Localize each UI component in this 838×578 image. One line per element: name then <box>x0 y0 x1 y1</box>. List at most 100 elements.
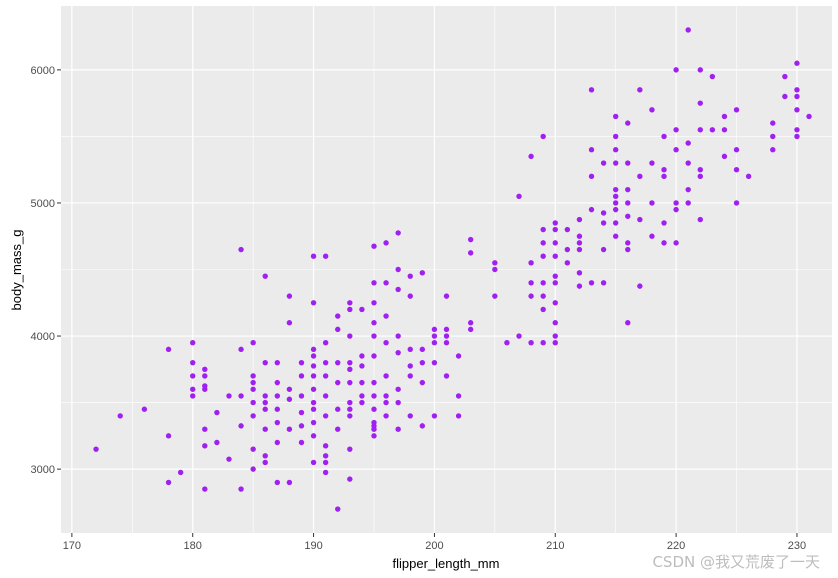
data-point <box>673 206 679 213</box>
data-point <box>794 127 800 133</box>
data-point <box>298 373 305 379</box>
watermark: CSDN @我又荒废了一天 <box>652 553 820 571</box>
data-point <box>141 406 148 412</box>
data-point <box>552 240 558 246</box>
data-point <box>322 393 329 399</box>
data-point <box>310 253 317 259</box>
data-point <box>552 320 558 326</box>
data-point <box>310 419 317 426</box>
data-point <box>673 147 679 153</box>
data-point <box>214 439 220 446</box>
y-axis-title: body_mass_g <box>9 230 24 311</box>
x-axis-ticks: 170 180 190 200 210 220 230 <box>63 533 806 552</box>
data-point <box>347 446 353 452</box>
data-point <box>492 293 498 299</box>
data-point <box>770 120 776 126</box>
data-point <box>395 386 401 392</box>
data-point <box>504 339 510 346</box>
data-point <box>685 140 691 146</box>
data-point <box>600 220 607 226</box>
data-point <box>637 283 643 289</box>
data-point <box>383 313 389 319</box>
data-point <box>202 426 208 432</box>
data-point <box>359 306 365 313</box>
data-point <box>274 419 281 426</box>
data-point <box>576 240 583 246</box>
data-point <box>383 280 389 286</box>
data-point <box>190 386 196 392</box>
data-point <box>588 87 595 93</box>
data-point <box>516 193 522 200</box>
data-point <box>177 469 184 476</box>
data-point <box>697 100 703 106</box>
data-point <box>322 459 329 466</box>
data-point <box>383 393 389 399</box>
y-tick-label: 4000 <box>31 331 55 343</box>
data-point <box>262 273 268 279</box>
data-point <box>310 386 317 392</box>
data-point <box>335 359 341 366</box>
data-point <box>226 456 232 462</box>
data-point <box>649 200 655 206</box>
data-point <box>190 373 196 379</box>
data-point <box>395 349 401 356</box>
data-point <box>395 230 401 236</box>
data-point <box>600 160 607 166</box>
data-point <box>407 273 413 279</box>
data-point <box>371 320 377 326</box>
data-point <box>673 200 679 206</box>
data-point <box>310 363 317 369</box>
data-point <box>564 246 571 253</box>
data-point <box>721 153 728 160</box>
data-point <box>371 300 377 306</box>
data-point <box>202 443 208 449</box>
data-point <box>733 200 740 206</box>
data-point <box>286 386 293 392</box>
data-point <box>395 426 401 432</box>
data-point <box>274 393 281 399</box>
data-point <box>347 300 353 306</box>
data-point <box>588 173 595 180</box>
data-point <box>310 399 317 406</box>
data-point <box>117 413 123 419</box>
data-point <box>564 226 571 233</box>
data-point <box>371 433 377 439</box>
data-point <box>576 233 583 239</box>
data-point <box>770 133 776 140</box>
data-point <box>685 27 691 33</box>
data-point <box>335 426 341 432</box>
data-point <box>250 446 256 452</box>
data-point <box>697 166 703 173</box>
data-point <box>721 113 728 120</box>
data-point <box>612 160 619 166</box>
data-point <box>383 413 389 419</box>
data-point <box>528 153 534 160</box>
data-point <box>588 147 595 153</box>
data-point <box>359 393 365 399</box>
data-point <box>310 300 317 306</box>
data-point <box>673 240 679 246</box>
x-tick-label: 190 <box>304 540 322 552</box>
data-point <box>383 240 389 246</box>
data-point <box>576 216 583 223</box>
data-point <box>806 113 812 120</box>
data-point <box>540 293 546 299</box>
data-point <box>649 160 655 166</box>
data-point <box>347 366 353 373</box>
data-point <box>250 379 256 386</box>
data-point <box>262 426 268 432</box>
data-point <box>93 446 99 452</box>
data-point <box>431 339 438 346</box>
data-point <box>274 479 281 486</box>
data-point <box>552 300 558 306</box>
data-point <box>540 133 546 140</box>
data-point <box>359 379 365 386</box>
data-point <box>576 270 583 276</box>
data-point <box>238 346 244 353</box>
data-point <box>190 393 196 399</box>
data-point <box>685 186 691 193</box>
data-point <box>697 173 703 180</box>
data-point <box>612 113 619 120</box>
data-point <box>733 166 740 173</box>
